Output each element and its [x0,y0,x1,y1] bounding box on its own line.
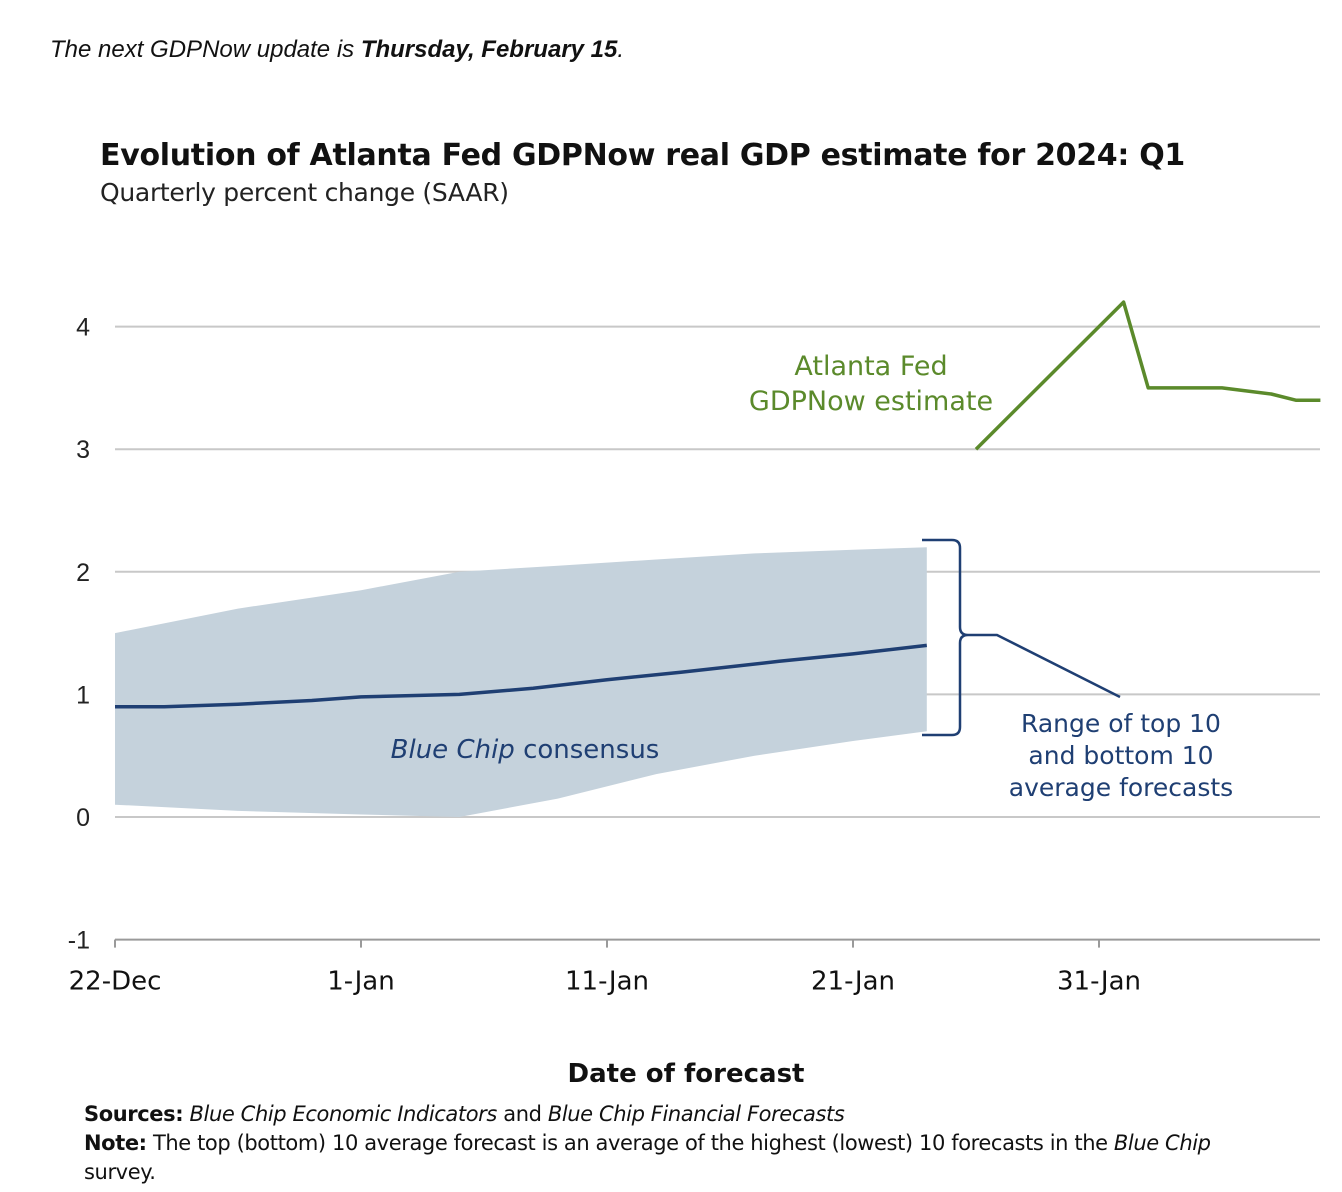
range-bracket [922,538,969,737]
x-tick-label: 31-Jan [1057,967,1141,997]
axis-ticks: -1 0 1 2 3 4 22-Dec 1-Jan 11-Jan 21-Jan 31-Jan [68,314,1141,997]
x-tick-label: 1-Jan [327,967,394,997]
note-line-2: survey. [84,1160,156,1184]
sources-line: Sources: Blue Chip Economic Indicators a… [84,1102,845,1126]
range-label: Range of top 10 [1021,709,1221,738]
y-tick-label: 2 [76,559,90,587]
range-leader-line [968,633,1121,699]
gdpnow-label: GDPNow estimate [749,386,993,417]
bluechip-label: Blue Chip consensus [391,735,660,765]
range-band [115,547,927,817]
bluechip-series-line [115,643,928,709]
y-tick-label: -1 [68,927,90,955]
next-update-date: Thursday, February 15 [360,36,618,63]
chart-title: Evolution of Atlanta Fed GDPNow real GDP… [100,138,1185,173]
x-tick-label: 11-Jan [565,967,649,997]
bluechip-label-italic: Blue Chip [391,735,515,765]
series-lines [115,300,1321,709]
range-label: average forecasts [1009,773,1233,802]
annotations: Date of forecast Atlanta Fed GDPNow estima… [391,351,1234,1089]
y-tick-label: 3 [76,436,90,464]
y-tick-label: 1 [76,681,90,709]
next-update-notice: The next GDPNow update is Thursday, Febr… [50,36,625,63]
x-tick-label: 22-Dec [69,967,162,997]
note-line: Note: The top (bottom) 10 average foreca… [84,1131,1211,1155]
y-tick-label: 4 [76,314,90,342]
y-tick-label: 0 [76,804,90,832]
x-tick-label: 21-Jan [811,967,895,997]
range-label: and bottom 10 [1028,741,1213,770]
range-band-area [115,547,927,817]
gdpnow-series-line [974,300,1321,451]
x-axis-label: Date of forecast [568,1059,805,1089]
gdpnow-label: Atlanta Fed [794,351,947,382]
bluechip-label-plain: consensus [515,735,660,765]
chart-subtitle: Quarterly percent change (SAAR) [100,178,509,207]
